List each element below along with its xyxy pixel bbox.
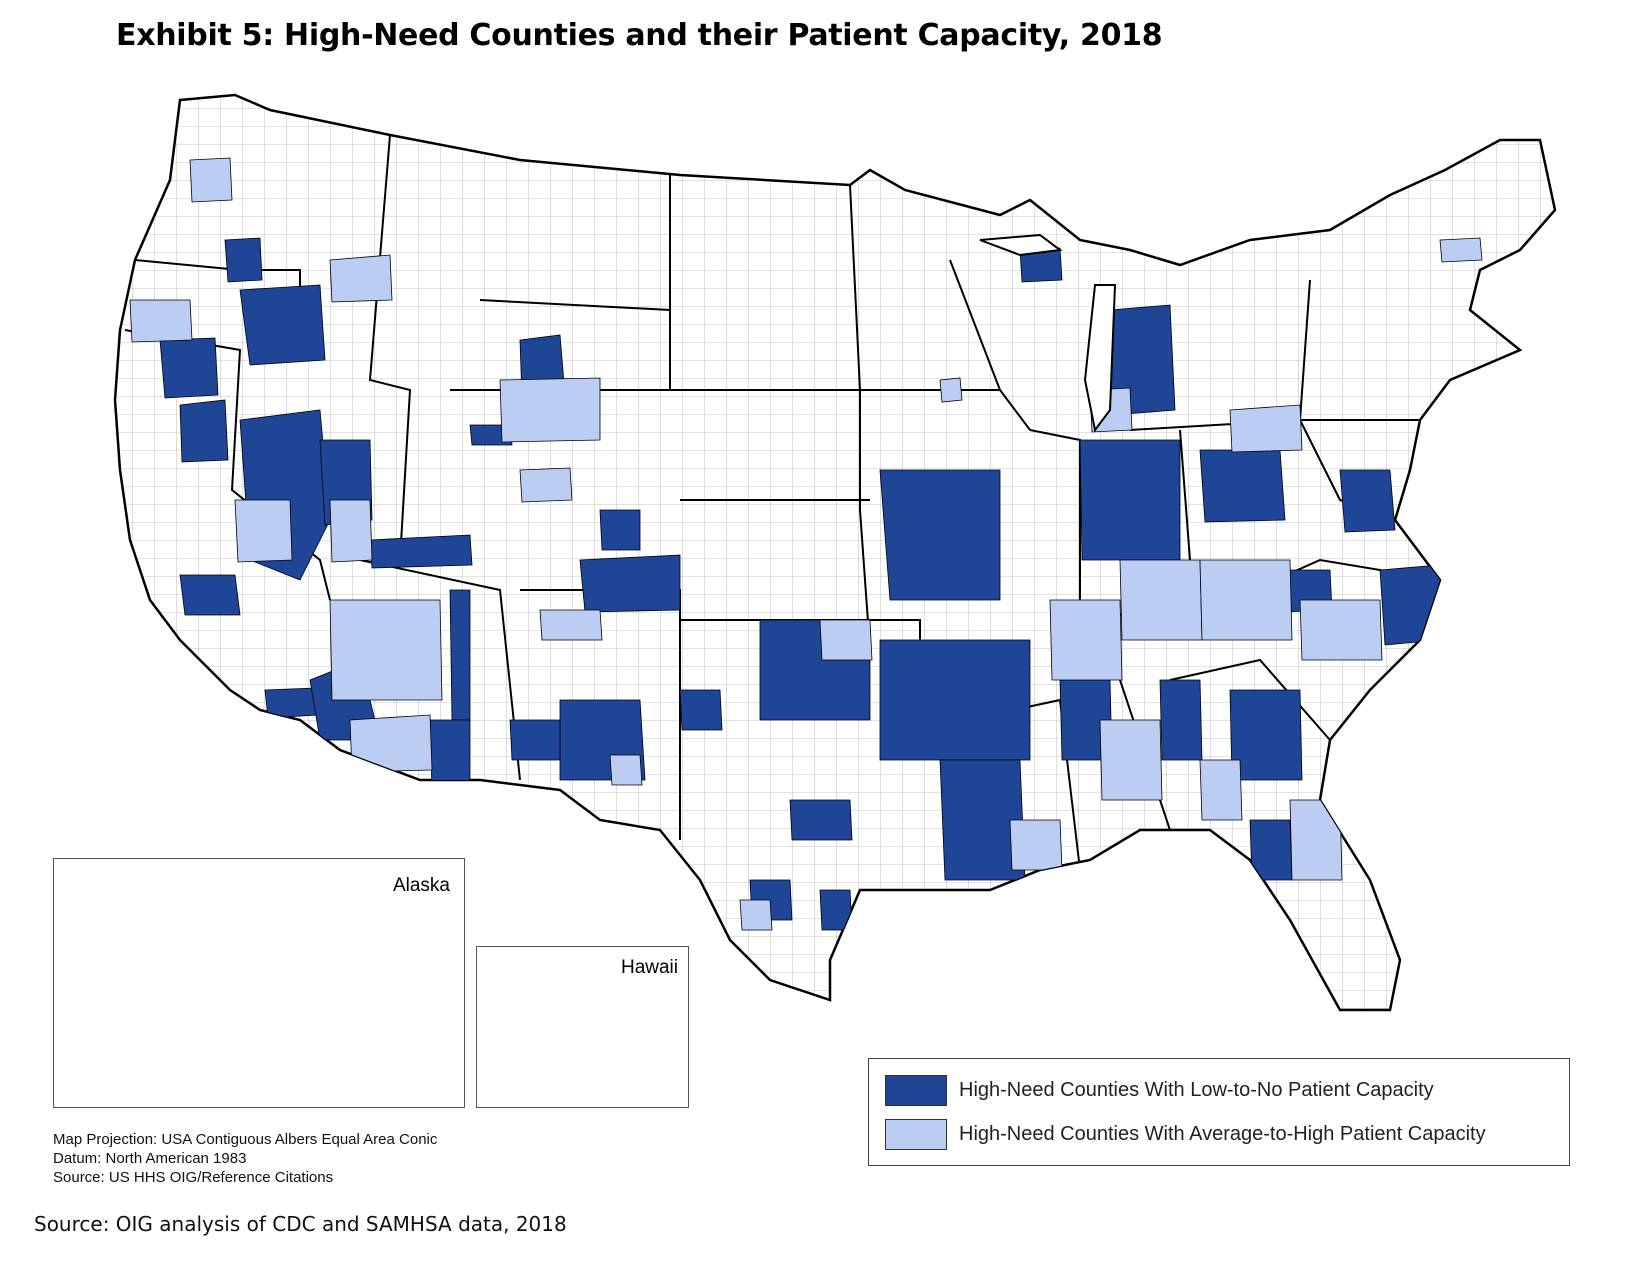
- alaska-label: Alaska: [392, 875, 450, 896]
- alaska-inset: Alaska: [53, 858, 465, 1108]
- hawaii-label: Hawaii: [620, 957, 678, 978]
- map-notes: Map Projection: USA Contiguous Albers Eq…: [53, 1130, 437, 1187]
- projection-note: Map Projection: USA Contiguous Albers Eq…: [53, 1131, 438, 1148]
- datum-note: Datum: North American 1983: [53, 1150, 247, 1167]
- hawaii-inset: Hawaii: [476, 946, 689, 1108]
- great-lakes: [979, 233, 1117, 433]
- legend-item-low-capacity: High-Need Counties With Low-to-No Patien…: [885, 1075, 1434, 1106]
- source-note: Source: US HHS OIG/Reference Citations: [53, 1169, 334, 1186]
- legend-swatch-high: [885, 1119, 947, 1150]
- legend-label-low: High-Need Counties With Low-to-No Patien…: [959, 1079, 1434, 1101]
- high-capacity-counties: [129, 157, 1483, 931]
- legend-label-high: High-Need Counties With Average-to-High …: [959, 1123, 1486, 1145]
- legend-swatch-low: [885, 1075, 947, 1106]
- map-title: Exhibit 5: High-Need Counties and their …: [116, 18, 1163, 53]
- map-legend: High-Need Counties With Low-to-No Patien…: [868, 1058, 1570, 1166]
- footer-source: Source: OIG analysis of CDC and SAMHSA d…: [34, 1212, 567, 1236]
- legend-item-high-capacity: High-Need Counties With Average-to-High …: [885, 1119, 1486, 1150]
